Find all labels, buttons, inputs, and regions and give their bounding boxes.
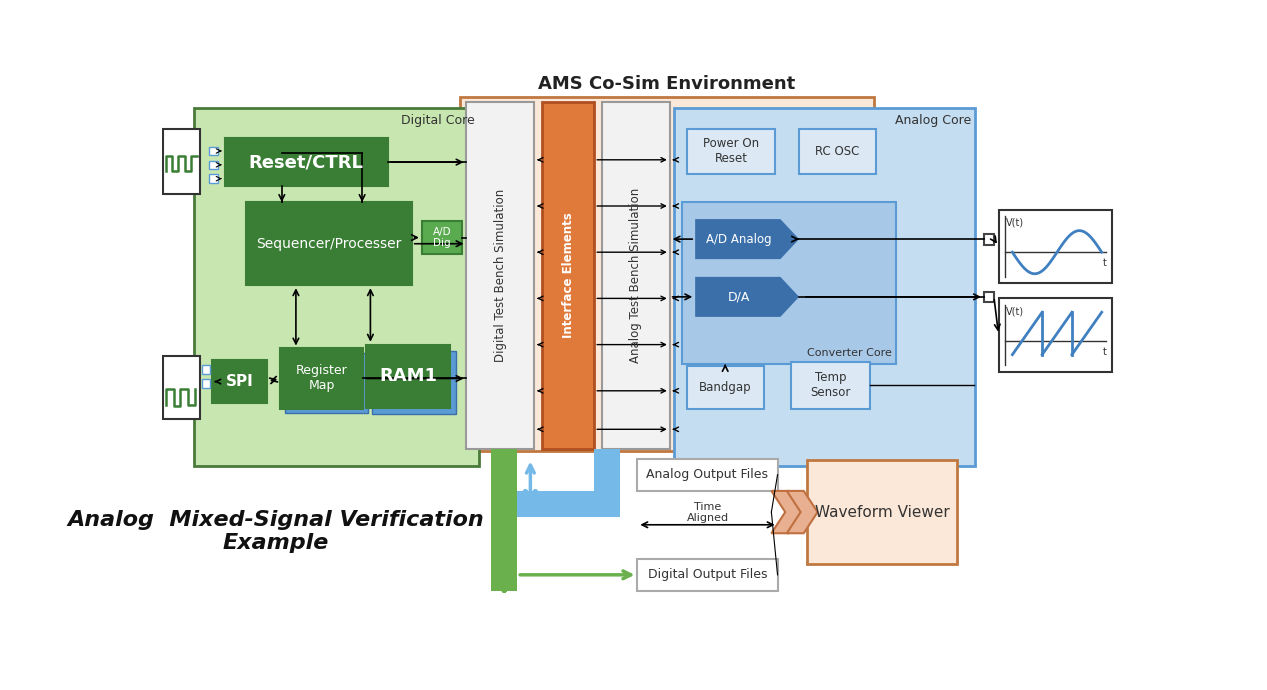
Bar [807,460,957,564]
Bar [998,298,1112,371]
Bar [594,448,621,491]
Bar [602,102,670,448]
Text: Sequencer/Processer: Sequencer/Processer [256,237,402,250]
Bar [460,97,874,451]
Bar [280,348,364,408]
Bar [163,129,200,195]
Text: Analog Test Bench Simulation: Analog Test Bench Simulation [630,188,642,363]
Polygon shape [696,277,799,317]
Bar [687,129,775,174]
Text: AMS Co-Sim Environment: AMS Co-Sim Environment [538,75,796,93]
Polygon shape [696,219,799,259]
Bar [637,559,778,591]
Bar [371,351,456,414]
Bar [674,108,976,466]
Bar [682,202,896,364]
Bar [792,362,870,409]
Text: t: t [1102,258,1107,268]
Bar [201,366,210,374]
Text: Digital Test Bench Simulation: Digital Test Bench Simulation [494,188,507,362]
Text: Interface Elements: Interface Elements [561,213,575,338]
Bar [201,380,210,388]
Polygon shape [787,491,817,533]
Text: V(t): V(t) [1006,306,1024,316]
Bar [209,147,218,155]
Bar [799,129,875,174]
Text: Analog Output Files: Analog Output Files [646,469,769,481]
Bar [637,459,778,491]
Text: Time
Aligned: Time Aligned [687,502,729,523]
Text: Analog  Mixed-Signal Verification
Example: Analog Mixed-Signal Verification Example [67,510,484,553]
Bar [517,491,621,517]
Bar [246,202,412,285]
Text: Power On
Reset: Power On Reset [703,137,759,166]
Bar [984,235,993,244]
Bar [687,366,764,408]
Text: Register
Map: Register Map [295,364,347,393]
Bar [422,221,462,254]
Text: Analog Core: Analog Core [896,115,972,128]
Bar [194,108,479,466]
Text: A/D
Dig: A/D Dig [432,227,451,248]
Bar [209,161,218,169]
Text: V(t): V(t) [1006,217,1024,228]
Text: A/D Analog: A/D Analog [706,233,772,246]
Bar [542,102,594,448]
Bar [163,356,200,420]
Text: Waveform Viewer: Waveform Viewer [815,504,949,520]
Text: D/A: D/A [727,290,750,304]
Bar [366,344,450,408]
Text: Temp
Sensor: Temp Sensor [811,371,851,400]
Bar [998,210,1112,283]
Bar [209,175,218,183]
Text: Reset/CTRL: Reset/CTRL [248,153,364,171]
Bar [224,138,388,186]
Text: Digital Core: Digital Core [402,115,475,128]
Polygon shape [772,491,802,533]
Text: t: t [1102,346,1107,357]
Text: SPI: SPI [226,374,253,389]
Bar [492,448,517,591]
Bar [984,293,993,302]
Text: Bandgap: Bandgap [699,381,751,394]
Bar [466,102,535,448]
Bar [285,353,367,413]
Text: RC OSC: RC OSC [816,145,860,158]
Bar [212,360,267,403]
Text: Converter Core: Converter Core [807,348,892,359]
Text: RAM1: RAM1 [379,367,437,385]
Text: Digital Output Files: Digital Output Files [647,569,768,582]
